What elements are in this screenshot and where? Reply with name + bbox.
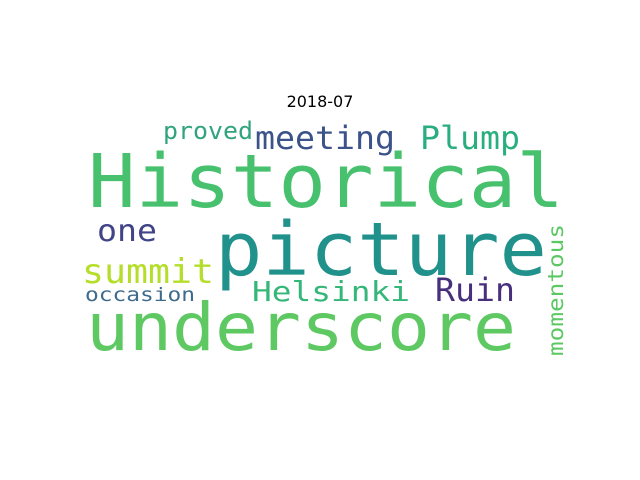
word-momentous: momentous [544, 224, 568, 356]
figure-title: 2018-07 [286, 92, 354, 111]
word-plump: Plump [420, 119, 520, 157]
word-one: one [97, 214, 157, 249]
word-occasion: occasion [85, 284, 195, 306]
word-ruin: Ruin [435, 271, 515, 309]
word-historical: Historical [88, 139, 564, 225]
word-underscore: underscore [86, 289, 516, 366]
word-helsinki: Helsinki [252, 275, 410, 308]
word-summit: summit [82, 252, 214, 292]
word-meeting: meeting [255, 119, 395, 157]
word-picture: picture [215, 207, 547, 293]
word-proved: proved [163, 117, 253, 145]
